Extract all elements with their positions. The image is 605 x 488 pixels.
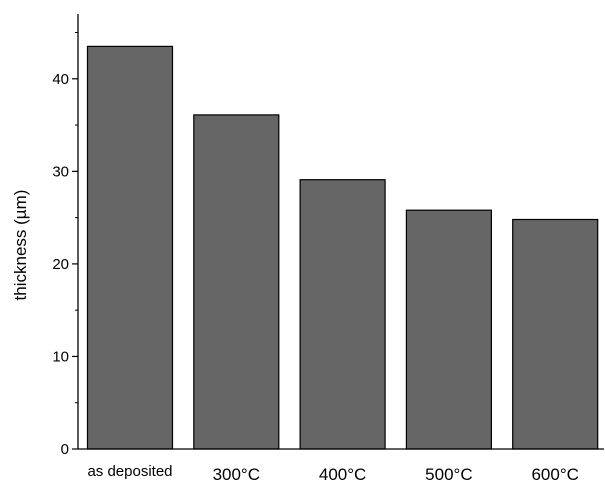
bar-3 — [405, 209, 492, 450]
axes — [77, 14, 604, 450]
x-tick-label: 400°C — [319, 465, 366, 484]
x-tick-label: 500°C — [425, 465, 472, 484]
x-tick-label: 300°C — [213, 465, 260, 484]
x-tick-label: 600°C — [531, 465, 578, 484]
y-tick-label: 20 — [52, 256, 69, 273]
y-tick-label: 0 — [61, 441, 69, 458]
y-tick-label: 40 — [52, 71, 69, 88]
bar-2 — [299, 179, 386, 450]
x-axis-labels: as deposited 300°C 400°C 500°C 600°C — [87, 463, 578, 484]
y-tick-label: 10 — [52, 348, 69, 365]
y-axis-title: thickness (µm) — [11, 190, 30, 301]
bar-1 — [193, 114, 280, 450]
y-axis-ticks: 0 10 20 30 40 — [52, 32, 78, 458]
bar-0 — [86, 45, 174, 450]
bar-4 — [512, 218, 599, 450]
x-tick-label: as deposited — [87, 463, 172, 480]
bar-group — [86, 45, 599, 450]
y-tick-label: 30 — [52, 163, 69, 180]
